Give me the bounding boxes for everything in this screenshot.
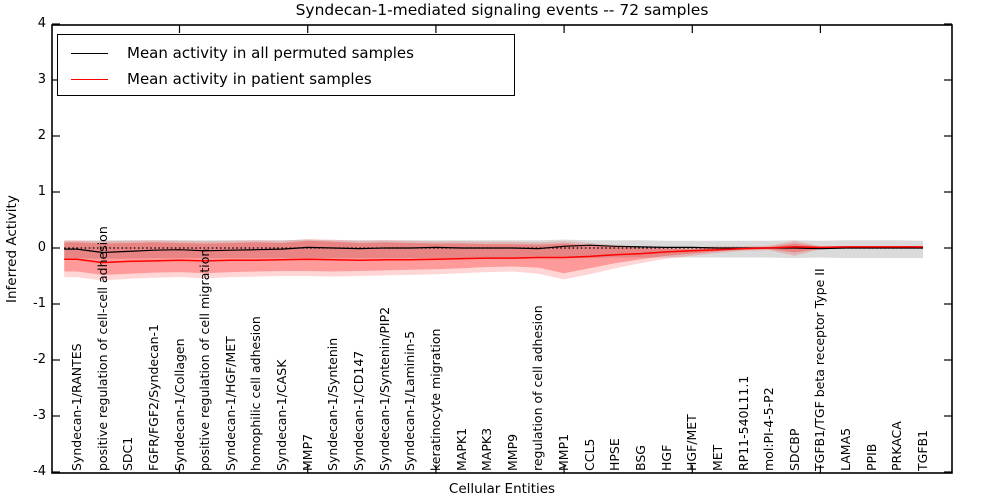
- x-category-label: regulation of cell adhesion: [530, 305, 546, 471]
- x-category-label: Syndecan-1/Syntenin: [325, 337, 341, 471]
- x-category-label: Syndecan-1/Collagen: [171, 338, 187, 471]
- x-category-label: Syndecan-1/Syntenin/PIP2: [376, 306, 392, 471]
- x-category-label: TGFB1/TGF beta receptor Type II: [812, 268, 828, 471]
- patient-mean-line: [64, 246, 923, 264]
- x-category-label: FGFR/FGF2/Syndecan-1: [145, 324, 161, 471]
- legend-line-black: [71, 52, 108, 54]
- y-tick-label: -4: [33, 464, 46, 479]
- x-axis-label: Cellular Entities: [448, 481, 556, 497]
- y-tick-label: -3: [33, 408, 46, 423]
- permuted-samples-range-band: [64, 239, 923, 259]
- x-category-label: LAMA5: [838, 427, 854, 471]
- x-category-label: PRKACA: [889, 421, 905, 471]
- x-category-label: Syndecan-1/CASK: [274, 359, 290, 471]
- y-tick-label: 3: [37, 72, 46, 87]
- x-category-label: positive regulation of cell migration: [197, 248, 213, 471]
- x-category-label: PPIB: [863, 443, 879, 471]
- y-tick-label: -2: [33, 352, 46, 367]
- x-category-label: MMP1: [556, 433, 572, 471]
- x-category-label: RP11-540L11.1: [735, 375, 751, 471]
- x-category-label: Syndecan-1/HGF/MET: [222, 336, 238, 471]
- x-category-label: BSG: [632, 445, 648, 471]
- x-category-label: HGF: [658, 444, 674, 471]
- x-category-label: mol:PI-4-5-P2: [761, 387, 777, 471]
- y-tick-label: 1: [37, 184, 46, 199]
- x-category-label: Syndecan-1/Laminin-5: [402, 330, 418, 471]
- axes-frame: [51, 24, 953, 474]
- legend-label: Mean activity in all permuted samples: [127, 44, 414, 62]
- x-category-label: SDCBP: [786, 428, 802, 471]
- x-category-label: keratinocyte migration: [427, 328, 443, 471]
- x-category-label: MMP9: [504, 433, 520, 471]
- x-category-label: CCL5: [581, 438, 597, 471]
- x-category-label: SDC1: [120, 436, 136, 471]
- x-category-label: TGFB1: [914, 429, 930, 471]
- x-category-label: MET: [709, 444, 725, 471]
- legend-item-permuted: Mean activity in all permuted samples: [58, 40, 514, 66]
- x-category-label: homophilic cell adhesion: [248, 316, 264, 471]
- x-category-label: HGF/MET: [684, 414, 700, 471]
- y-tick-label: 0: [37, 240, 46, 255]
- x-category-label: Syndecan-1/CD147: [350, 350, 366, 471]
- legend-label: Mean activity in patient samples: [127, 70, 372, 88]
- legend-line-red: [71, 78, 108, 80]
- y-tick-label: 4: [37, 16, 46, 31]
- y-tick-label: 2: [37, 128, 46, 143]
- legend-item-patient: Mean activity in patient samples: [58, 66, 514, 92]
- x-category-label: Syndecan-1/RANTES: [69, 343, 84, 471]
- y-tick-label: -1: [33, 296, 46, 311]
- x-category-label: MAPK3: [479, 427, 495, 471]
- chart-title: Syndecan-1-mediated signaling events -- …: [295, 1, 709, 19]
- legend: Mean activity in all permuted samples Me…: [57, 34, 515, 96]
- x-category-label: MMP7: [299, 433, 315, 471]
- x-category-label: MAPK1: [453, 427, 469, 471]
- x-category-label: positive regulation of cell-cell adhesio…: [94, 226, 110, 471]
- x-category-label: HPSE: [607, 438, 623, 471]
